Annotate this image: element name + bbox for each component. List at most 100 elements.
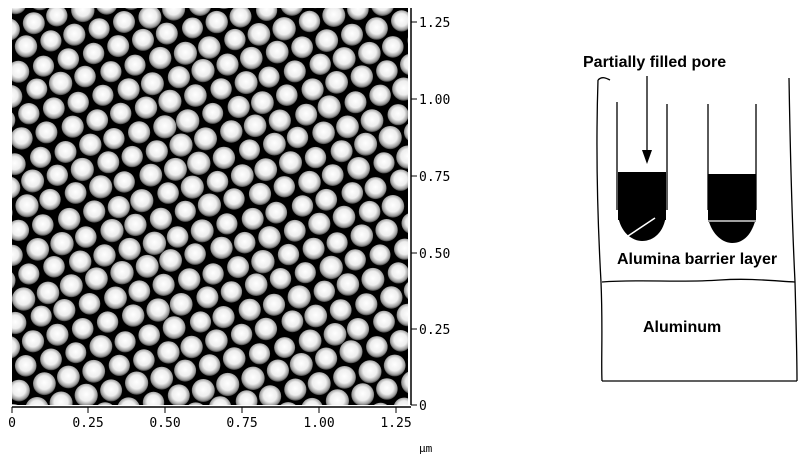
afm-dot: [26, 238, 50, 261]
afm-dot: [18, 103, 40, 125]
afm-dot: [206, 170, 229, 193]
afm-dot: [366, 336, 388, 358]
afm-dot: [396, 303, 408, 327]
afm-dot: [239, 139, 260, 161]
afm-dot: [157, 182, 179, 204]
afm-dot: [322, 8, 346, 27]
afm-dot: [59, 274, 83, 298]
afm-dot: [266, 359, 289, 382]
afm-dot: [69, 250, 92, 273]
afm-dot: [265, 201, 288, 224]
afm-dot: [57, 48, 80, 70]
afm-dot: [380, 286, 403, 309]
afm-dot: [418, 71, 441, 94]
afm-dot: [258, 226, 281, 249]
afm-dot: [130, 189, 154, 213]
afm-dot: [401, 371, 408, 394]
afm-dot: [224, 28, 246, 51]
afm-dot: [392, 77, 408, 101]
afm-dot: [298, 10, 321, 33]
afm-dot: [157, 341, 180, 364]
afm-dot: [63, 23, 86, 46]
afm-dot: [229, 8, 252, 28]
afm-dot: [323, 323, 347, 346]
afm-dot: [93, 244, 116, 267]
afm-dot: [149, 207, 172, 230]
afm-dot: [46, 164, 68, 186]
afm-dot: [222, 347, 246, 370]
afm-dot: [162, 316, 186, 340]
afm-dot: [21, 330, 45, 353]
afm-dot: [140, 72, 164, 96]
afm-dot: [0, 293, 8, 315]
afm-dot: [53, 299, 76, 322]
afm-dot: [32, 214, 54, 236]
afm-dot: [326, 232, 348, 254]
afm-dot: [197, 193, 221, 217]
afm-dot: [85, 267, 108, 291]
afm-dot: [365, 17, 388, 40]
afm-dot: [209, 396, 231, 405]
afm-dot: [279, 151, 302, 175]
afm-dot: [29, 146, 52, 168]
pore-schematic: Partially filled pore Alum: [583, 54, 798, 382]
afm-dot: [205, 10, 228, 34]
afm-dot: [12, 379, 30, 402]
afm-dot: [387, 262, 408, 284]
afm-dot: [262, 293, 286, 316]
afm-dot: [100, 61, 122, 83]
afm-dot: [107, 35, 130, 58]
afm-dot: [360, 109, 384, 132]
afm-dot: [12, 176, 21, 199]
afm-dot: [125, 371, 149, 395]
afm-dot: [178, 268, 201, 291]
pore-highlight: [627, 217, 656, 237]
afm-dot: [12, 219, 30, 242]
afm-dot: [317, 95, 341, 119]
afm-dot: [202, 102, 224, 124]
afm-dot: [376, 60, 398, 82]
afm-dot: [70, 157, 94, 182]
afm-dot: [46, 323, 69, 346]
afm-dot: [174, 359, 197, 382]
afm-dot: [344, 91, 367, 114]
x-tick-label: 0.25: [72, 416, 103, 431]
afm-dot: [205, 329, 228, 353]
pore-label: Partially filled pore: [583, 54, 726, 71]
afm-dot: [202, 263, 224, 285]
afm-dot: [133, 349, 155, 371]
x-tick-label: 0.50: [149, 416, 180, 431]
afm-dot: [48, 71, 73, 96]
afm-dot: [40, 348, 62, 371]
afm-dot: [134, 96, 158, 119]
afm-dot: [389, 330, 408, 352]
afm-dot: [12, 209, 13, 217]
afm-dot: [396, 0, 418, 8]
afm-dot: [162, 8, 186, 21]
afm-dot: [347, 157, 370, 180]
afm-dot: [12, 60, 30, 83]
afm-dot: [308, 212, 331, 235]
afm-dot: [315, 29, 339, 52]
afm-dot: [223, 188, 245, 210]
afm-dot: [407, 37, 408, 44]
afm-dot: [118, 237, 141, 261]
afm-dot: [358, 41, 381, 65]
afm-dot: [40, 30, 62, 52]
afm-dot: [251, 91, 274, 115]
afm-dot: [142, 231, 167, 255]
afm-dot: [346, 318, 370, 341]
afm-dot: [350, 65, 373, 88]
afm-dot: [341, 182, 364, 204]
afm-dot: [15, 194, 39, 218]
afm-dot: [284, 378, 307, 401]
afm-dot: [146, 0, 168, 3]
afm-dot: [53, 0, 74, 3]
afm-dot: [100, 219, 124, 243]
afm-dot: [50, 232, 74, 256]
afm-dot: [325, 71, 348, 94]
afm-dot: [22, 12, 45, 35]
afm-dot: [0, 66, 5, 89]
y-tick-label: 0.75: [419, 170, 450, 185]
afm-dot: [315, 188, 338, 211]
